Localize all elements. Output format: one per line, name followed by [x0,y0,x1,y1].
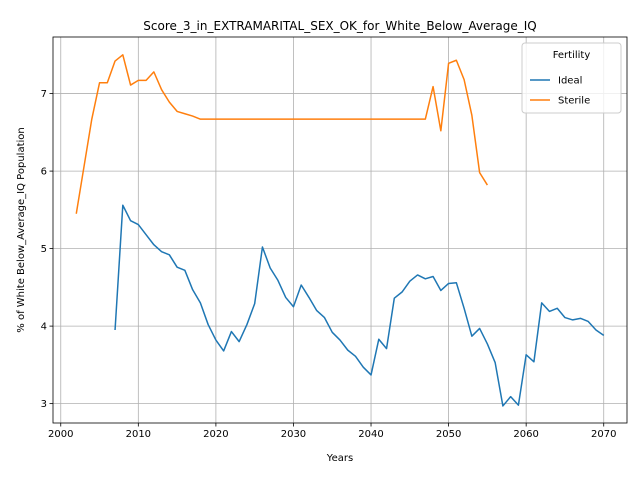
series-line-sterile [75,54,489,214]
legend-box [521,42,622,114]
series-lines [75,54,605,407]
x-axis-label: Years [326,453,353,464]
plot-frame [52,36,628,424]
x-tick-label: 2070 [591,429,616,440]
y-tick-label: 7 [41,89,47,100]
legend-label-sterile: Sterile [558,96,590,107]
y-tick-label: 5 [41,244,47,255]
y-axis-label: % of White Below_Average_IQ Population [16,127,27,332]
x-tick-label: 2030 [281,429,306,440]
y-tick-label: 3 [41,399,47,410]
legend-label-ideal: Ideal [558,76,582,87]
x-tick-label: 2000 [48,429,73,440]
chart-title: Score_3_in_EXTRAMARITAL_SEX_OK_for_White… [143,19,536,33]
x-tick-label: 2010 [126,429,151,440]
y-tick-label: 6 [41,167,47,178]
series-line-ideal [114,204,605,407]
legend-items: Ideal Sterile [530,76,590,107]
x-axis-ticks: 2000 2010 2020 2030 2040 2050 2060 2070 [48,423,616,440]
x-tick-label: 2040 [358,429,383,440]
x-tick-label: 2020 [203,429,228,440]
x-tick-label: 2050 [436,429,461,440]
x-tick-label: 2060 [513,429,538,440]
y-tick-label: 4 [41,322,47,333]
legend: Fertility Ideal Sterile [521,42,622,114]
legend-title: Fertility [553,50,591,61]
y-axis-ticks: 3 4 5 6 7 [41,89,53,410]
